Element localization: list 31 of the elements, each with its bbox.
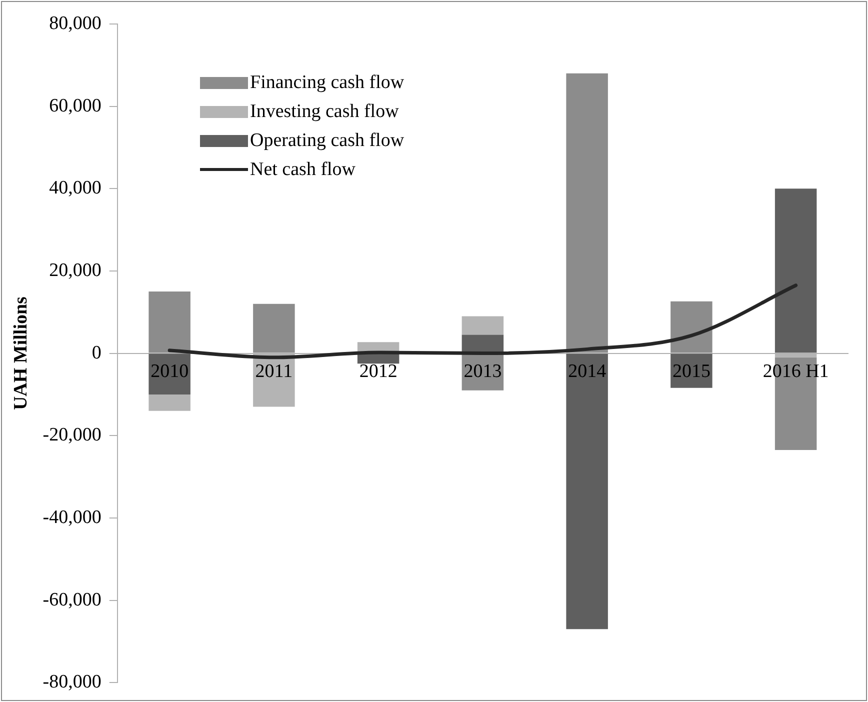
bar <box>566 73 608 353</box>
bar <box>462 316 504 335</box>
x-tick-label: 2013 <box>464 360 502 382</box>
x-tick-label: 2014 <box>568 360 607 382</box>
y-tick-label: 40,000 <box>49 178 102 199</box>
bar <box>148 394 190 411</box>
legend-label: Investing cash flow <box>250 100 399 122</box>
y-tick-label: 0 <box>92 342 102 364</box>
bar <box>566 354 608 630</box>
bar <box>670 301 712 353</box>
legend-label: Net cash flow <box>250 158 356 180</box>
y-axis-title: UAH Millions <box>10 296 32 410</box>
bar <box>148 292 190 353</box>
x-tick-label: 2011 <box>255 360 293 382</box>
bar <box>774 188 817 353</box>
y-tick-label: -40,000 <box>42 506 102 528</box>
bar <box>462 334 504 353</box>
line-series <box>168 284 798 360</box>
y-tick-label: -80,000 <box>42 672 102 693</box>
x-tick-label: 2012 <box>359 360 398 382</box>
y-tick-label: 60,000 <box>49 95 102 116</box>
x-tick-label: 2015 <box>672 360 710 382</box>
y-tick-label: 80,000 <box>49 12 102 34</box>
bar <box>253 304 295 353</box>
legend-label: Financing cash flow <box>250 72 404 94</box>
x-tick-label: 2010 <box>150 360 189 382</box>
bar <box>357 354 400 364</box>
legend-label: Operating cash flow <box>250 130 404 152</box>
y-tick-label: -60,000 <box>42 589 102 610</box>
y-tick-label: -20,000 <box>42 424 102 446</box>
y-tick-label: 20,000 <box>49 260 102 281</box>
